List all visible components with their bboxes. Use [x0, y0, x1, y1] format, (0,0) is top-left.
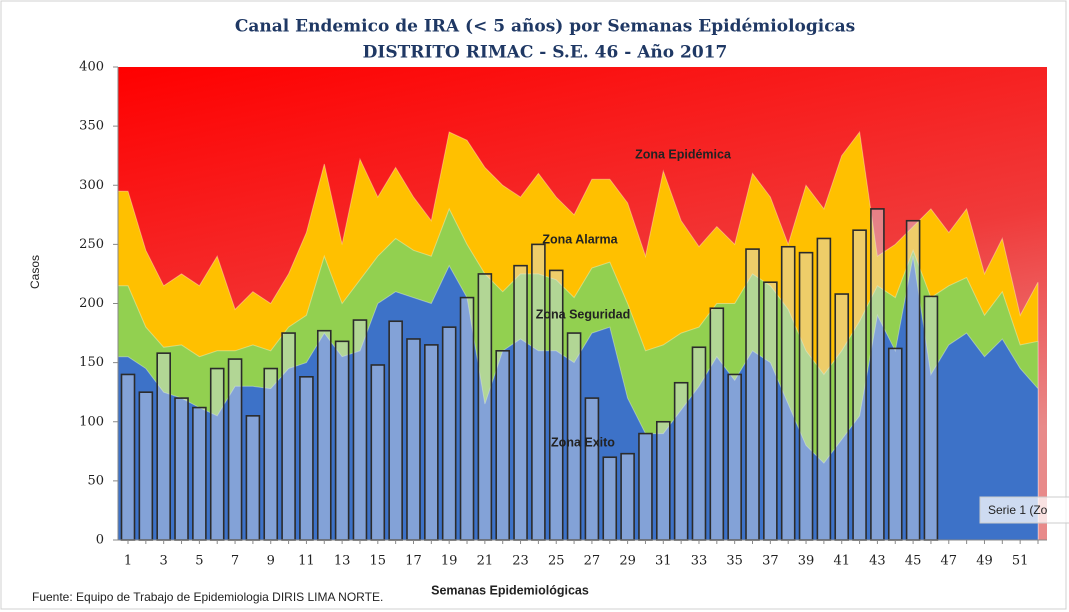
bar	[281, 332, 296, 541]
bar	[459, 296, 475, 541]
y-tick-label: 100	[79, 414, 104, 429]
y-tick-label: 150	[79, 355, 104, 370]
bar	[406, 338, 421, 541]
y-tick-label: 400	[79, 60, 104, 75]
x-tick-label: 27	[584, 554, 601, 569]
x-tick-label: 5	[195, 554, 203, 569]
x-tick-label: 35	[726, 554, 743, 569]
x-tick-label: 23	[512, 554, 529, 569]
chart-subtitle: DISTRITO RIMAC - S.E. 46 - Año 2017	[363, 43, 728, 63]
x-tick-label: 41	[833, 554, 850, 569]
tooltip-text: Serie 1 (Zo	[988, 503, 1048, 517]
bar	[655, 420, 671, 541]
x-tick-label: 17	[405, 554, 422, 569]
x-tick-label: 49	[976, 554, 993, 569]
bar	[120, 373, 136, 541]
y-tick-label: 200	[79, 296, 104, 311]
bar	[584, 397, 600, 541]
bar	[495, 349, 511, 541]
x-tick-label: 11	[298, 554, 315, 569]
x-tick-label: 29	[619, 554, 636, 569]
bar	[602, 456, 618, 541]
bar	[370, 364, 386, 541]
x-tick-label: 21	[477, 554, 494, 569]
y-tick-label: 300	[79, 178, 104, 193]
bar	[513, 264, 528, 541]
x-tick-label: 43	[869, 554, 886, 569]
y-tick-label: 250	[79, 237, 104, 252]
x-tick-label: 45	[905, 554, 922, 569]
bar	[709, 307, 725, 541]
bar	[887, 347, 903, 541]
x-tick-label: 25	[548, 554, 565, 569]
x-tick-label: 39	[798, 554, 815, 569]
bar	[441, 326, 457, 541]
bar	[745, 248, 760, 541]
zone-label: Zona Alarma	[542, 232, 618, 246]
x-tick-label: 51	[1012, 554, 1029, 569]
tooltip-box	[979, 496, 1069, 524]
bar	[816, 237, 832, 541]
bar	[763, 281, 778, 541]
bar	[192, 406, 207, 541]
bar	[905, 219, 921, 541]
x-tick-label: 37	[762, 554, 779, 569]
bar	[798, 251, 814, 541]
zone-label: Zona Exito	[551, 435, 615, 449]
bar	[477, 273, 493, 541]
bar	[209, 367, 225, 541]
bar	[780, 245, 796, 541]
bar	[388, 320, 403, 541]
bar	[727, 373, 742, 541]
bar	[834, 293, 850, 541]
x-tick-label: 1	[124, 554, 132, 569]
x-tick-label: 19	[441, 554, 458, 569]
chart-title: Canal Endemico de IRA (< 5 años) por Sem…	[235, 17, 855, 37]
x-tick-label: 9	[267, 554, 275, 569]
bar	[316, 329, 332, 541]
x-tick-label: 15	[370, 554, 387, 569]
x-tick-label: 33	[691, 554, 708, 569]
bar	[263, 367, 279, 541]
bar	[156, 352, 171, 541]
x-tick-label: 47	[941, 554, 958, 569]
x-tick-label: 31	[655, 554, 672, 569]
x-tick-label: 7	[231, 554, 239, 569]
bar	[334, 340, 350, 541]
bar	[870, 208, 885, 541]
bar	[138, 391, 154, 541]
zone-label: Zona Seguridad	[536, 307, 630, 321]
y-tick-label: 0	[96, 533, 104, 548]
bar	[691, 346, 707, 541]
zone-label: Zona Epidémica	[635, 147, 732, 161]
bar	[638, 432, 653, 541]
y-axis-label: Casos	[28, 255, 42, 289]
bar	[673, 381, 689, 541]
bar	[174, 397, 189, 541]
bar	[531, 243, 546, 541]
source-note: Fuente: Equipo de Trabajo de Epidemiolog…	[32, 590, 383, 604]
bar	[852, 229, 867, 541]
bar	[923, 295, 939, 541]
bar	[352, 319, 368, 541]
bar	[227, 358, 243, 541]
bar	[245, 415, 261, 541]
bar	[620, 452, 635, 541]
x-tick-label: 3	[160, 554, 168, 569]
x-axis-label: Semanas Epidemiológicas	[431, 583, 589, 597]
bar	[424, 344, 439, 541]
x-tick-label: 13	[334, 554, 351, 569]
bar	[299, 376, 314, 541]
y-tick-label: 50	[87, 473, 104, 488]
y-tick-label: 350	[79, 119, 104, 134]
